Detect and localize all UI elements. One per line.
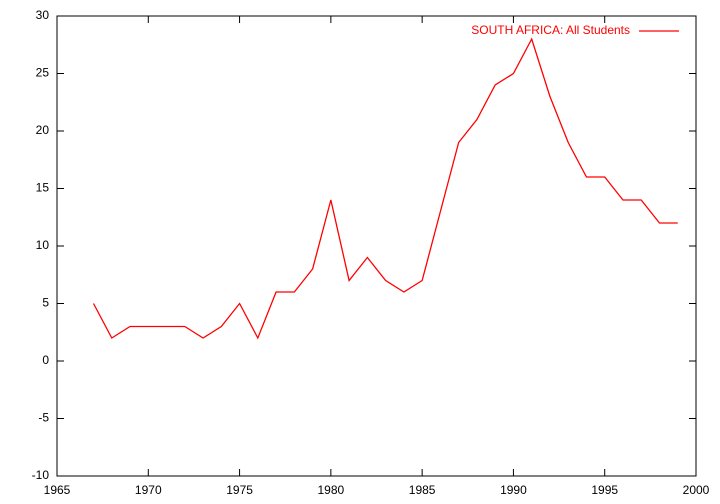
y-tick-label: 15 xyxy=(36,181,50,195)
y-tick-label: -10 xyxy=(32,468,50,482)
y-tick-label: 10 xyxy=(36,238,50,252)
y-tick-label: 5 xyxy=(42,296,49,310)
x-tick-label: 1980 xyxy=(318,483,345,497)
legend-label: SOUTH AFRICA: All Students xyxy=(471,23,630,37)
y-tick-label: 20 xyxy=(36,123,50,137)
y-tick-label: 0 xyxy=(42,353,49,367)
x-tick-label: 1965 xyxy=(44,483,71,497)
plot-frame xyxy=(56,15,697,477)
y-tick-label: 30 xyxy=(36,8,50,22)
y-tick-label: 25 xyxy=(36,66,50,80)
x-tick-label: 1985 xyxy=(409,483,436,497)
x-tick-label: 2000 xyxy=(683,483,710,497)
x-tick-label: 1990 xyxy=(500,483,527,497)
x-tick-label: 1975 xyxy=(226,483,253,497)
y-tick-label: -5 xyxy=(38,411,49,425)
x-tick-label: 1970 xyxy=(135,483,162,497)
data-line xyxy=(92,37,678,340)
x-tick-label: 1995 xyxy=(591,483,618,497)
